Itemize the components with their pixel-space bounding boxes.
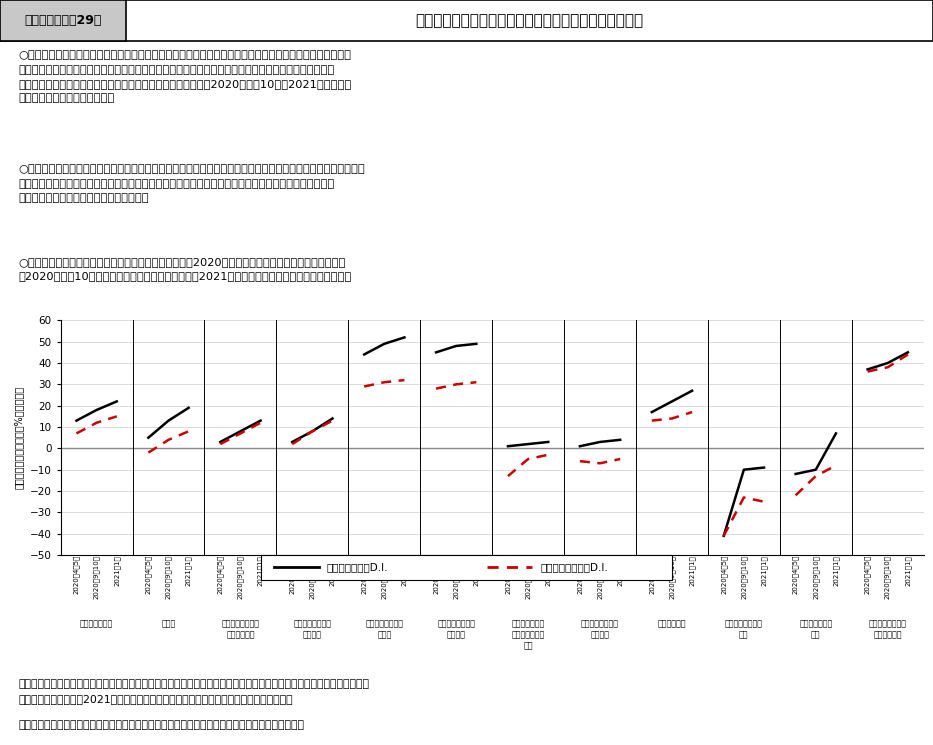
- Text: 宿泊・飲食サービ
ス業: 宿泊・飲食サービ ス業: [725, 620, 763, 640]
- Text: 2020年4～5月: 2020年4～5月: [217, 555, 224, 595]
- Text: 2020年9～10月: 2020年9～10月: [381, 555, 387, 599]
- Text: 資料出所　（独）労働政策研究・研修機構「新型コロナウイルス感染症の感染拡大下における労働者の働き方に関する調
　査（企業調査）」（2021年）をもとに厚生労働省: 資料出所 （独）労働政策研究・研修機構「新型コロナウイルス感染症の感染拡大下にお…: [19, 679, 369, 704]
- Text: 2020年4～5月: 2020年4～5月: [145, 555, 152, 595]
- Text: 2020年4～5月: 2020年4～5月: [289, 555, 296, 595]
- Text: 2020年4～5月: 2020年4～5月: [73, 555, 80, 595]
- Text: ○　「小売業（生活必需物資等）」「製造業（生活必需物資等）」「宿泊・飲食サービス業」「サービス業（廃
　棄物処理業等）」では正社員と非正社員の人手不足感が同程度: ○ 「小売業（生活必需物資等）」「製造業（生活必需物資等）」「宿泊・飲食サービス…: [19, 165, 365, 203]
- Text: 2021年1月: 2021年1月: [545, 555, 551, 586]
- Text: 運輸業（道路旅
客・貨物運送業
等）: 運輸業（道路旅 客・貨物運送業 等）: [511, 620, 545, 650]
- Text: 2020年9～10月: 2020年9～10月: [93, 555, 100, 599]
- Text: 医療業: 医療業: [161, 620, 175, 629]
- Text: 銀行・保険業: 銀行・保険業: [658, 620, 686, 629]
- Text: 生活関連サービ
ス業: 生活関連サービ ス業: [800, 620, 832, 640]
- Text: 2020年9～10月: 2020年9～10月: [309, 555, 315, 599]
- Text: 2020年4～5月: 2020年4～5月: [864, 555, 870, 595]
- Text: 2020年4～5月: 2020年4～5月: [577, 555, 583, 595]
- Text: 正社員人手不足D.I.: 正社員人手不足D.I.: [327, 562, 388, 572]
- Text: 2020年4～5月: 2020年4～5月: [720, 555, 727, 595]
- Text: 2020年9～10月: 2020年9～10月: [884, 555, 891, 599]
- Text: 2020年9～10月: 2020年9～10月: [453, 555, 460, 599]
- Text: 企業・施設における人手の過不足感の状況（企業調査）: 企業・施設における人手の過不足感の状況（企業調査）: [415, 13, 644, 28]
- Text: 小売業（生活必需
物資等）: 小売業（生活必需 物資等）: [293, 620, 331, 640]
- Text: 2020年9～10月: 2020年9～10月: [597, 555, 604, 599]
- Text: 製造業（生活必需
物資等）: 製造業（生活必需 物資等）: [438, 620, 475, 640]
- Text: 2021年1月: 2021年1月: [329, 555, 336, 586]
- Text: 2021年1月: 2021年1月: [689, 555, 695, 586]
- Text: 2020年9～10月: 2020年9～10月: [813, 555, 819, 599]
- Text: ○　「宿泊・飲食サービス業」では、緊急事態宣言下の2020年４～５月に大きく過剰超であった後、
　2020年９～10月に一旦過剰感が弱まったものの、2021年１: ○ 「宿泊・飲食サービス業」では、緊急事態宣言下の2020年４～５月に大きく過剰…: [19, 257, 352, 281]
- Text: サービス業（廃棄
物処理業等）: サービス業（廃棄 物処理業等）: [869, 620, 907, 640]
- Text: 2020年9～10月: 2020年9～10月: [237, 555, 244, 599]
- Text: 社会保険・社会福
祉・介護事業: 社会保険・社会福 祉・介護事業: [221, 620, 259, 640]
- Text: 2021年1月: 2021年1月: [473, 555, 480, 586]
- Text: 2020年9～10月: 2020年9～10月: [165, 555, 172, 599]
- Text: 2020年9～10月: 2020年9～10月: [741, 555, 747, 599]
- Bar: [0, 0, 126, 41]
- Text: 2021年1月: 2021年1月: [904, 555, 912, 586]
- Text: 2020年4～5月: 2020年4～5月: [648, 555, 655, 595]
- Text: （注）「それぞれの期間における、貴法人の従業員の過不足感をお答えください」と尋ねたもの。: （注）「それぞれの期間における、貴法人の従業員の過不足感をお答えください」と尋ね…: [19, 720, 304, 729]
- Text: 建設業（総合工事
業等）: 建設業（総合工事 業等）: [366, 620, 403, 640]
- Y-axis label: （「不足」－「過剰」、%ポイント）: （「不足」－「過剰」、%ポイント）: [14, 386, 24, 489]
- Text: ○　「医療業」「社会保険・社会福祉・介護事業」「小売業（生活必需物資等）」の企業・施設では、正社
　員、非正社員のいずれも時点を経るごとに人手不足感が強まってい: ○ 「医療業」「社会保険・社会福祉・介護事業」「小売業（生活必需物資等）」の企業…: [19, 50, 352, 104]
- Text: 2021年1月: 2021年1月: [258, 555, 264, 586]
- Text: 2021年1月: 2021年1月: [186, 555, 192, 586]
- Text: 2020年4～5月: 2020年4～5月: [361, 555, 368, 595]
- Text: 2020年4～5月: 2020年4～5月: [505, 555, 511, 595]
- Text: 2020年4～5月: 2020年4～5月: [792, 555, 799, 595]
- Text: 卸売業（生活必需
物資等）: 卸売業（生活必需 物資等）: [581, 620, 619, 640]
- Text: 2020年9～10月: 2020年9～10月: [669, 555, 675, 599]
- Text: 第２－（１）－29図: 第２－（１）－29図: [24, 14, 102, 27]
- Text: 2020年4～5月: 2020年4～5月: [433, 555, 439, 595]
- Text: 2021年1月: 2021年1月: [401, 555, 408, 586]
- Text: 2021年1月: 2021年1月: [832, 555, 840, 586]
- Text: 2021年1月: 2021年1月: [114, 555, 120, 586]
- Text: 分析対象業種計: 分析対象業種計: [80, 620, 113, 629]
- Text: 2021年1月: 2021年1月: [617, 555, 623, 586]
- Text: 2020年9～10月: 2020年9～10月: [524, 555, 532, 599]
- Text: 2021年1月: 2021年1月: [760, 555, 767, 586]
- Text: 非正社員人手不足D.I.: 非正社員人手不足D.I.: [540, 562, 608, 572]
